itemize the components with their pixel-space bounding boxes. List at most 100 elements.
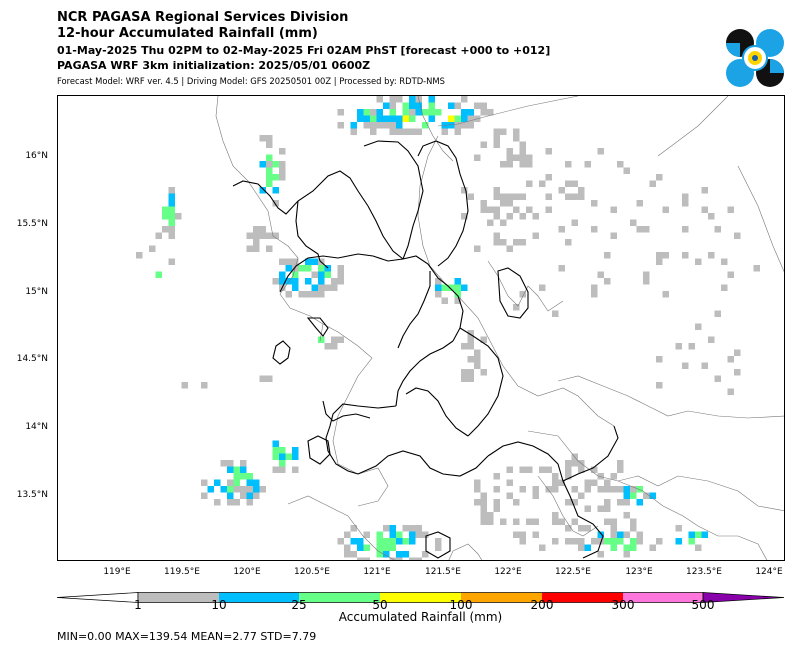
rain-cell	[565, 161, 572, 168]
rain-cell	[552, 538, 559, 545]
rain-cell	[448, 284, 455, 291]
rain-cell	[636, 538, 643, 545]
rain-cell	[162, 206, 169, 213]
rain-cell	[493, 128, 500, 135]
rain-cell	[584, 544, 591, 551]
rain-cell	[298, 291, 305, 298]
rain-cell	[591, 479, 598, 486]
rain-cell	[474, 479, 481, 486]
rain-cell	[727, 388, 734, 395]
rain-cell	[623, 167, 630, 174]
rain-cell	[467, 369, 474, 376]
rain-cell	[259, 232, 266, 239]
rain-cell	[454, 102, 461, 109]
lon-label: 123.5°E	[686, 567, 722, 577]
rain-cell	[636, 486, 643, 493]
rain-cell	[461, 343, 468, 350]
rain-cell	[389, 115, 396, 122]
rain-cell	[506, 200, 513, 207]
rain-cell	[220, 486, 227, 493]
rain-cell	[227, 492, 234, 499]
rain-cell	[253, 226, 260, 233]
rain-cell	[259, 161, 266, 168]
colorbar-segment	[380, 592, 461, 603]
rain-cell	[389, 96, 396, 103]
rain-cell	[389, 128, 396, 135]
rain-cell	[493, 232, 500, 239]
rain-cell	[519, 291, 526, 298]
rain-cell	[376, 531, 383, 538]
rain-cell	[630, 518, 637, 525]
region-boundary	[325, 403, 397, 475]
rain-cell	[552, 473, 559, 480]
rain-cell	[363, 544, 370, 551]
rain-cell	[578, 187, 585, 194]
rain-cell	[227, 466, 234, 473]
rain-cell	[565, 538, 572, 545]
rain-cell	[701, 206, 708, 213]
rain-cell	[422, 531, 429, 538]
rain-cell	[409, 109, 416, 116]
rain-cell	[253, 245, 260, 252]
region-boundaries	[232, 140, 619, 559]
rainfall-statistics: MIN=0.00 MAX=139.54 MEAN=2.77 STD=7.79	[57, 630, 317, 643]
rain-cell	[285, 291, 292, 298]
rain-cell	[636, 531, 643, 538]
rain-cell	[480, 492, 487, 499]
region-boundary	[459, 327, 504, 437]
rain-cell	[396, 531, 403, 538]
rain-cell	[214, 479, 221, 486]
rain-cell	[597, 551, 604, 558]
rain-cell	[610, 518, 617, 525]
rain-cell	[565, 180, 572, 187]
rain-cell	[155, 271, 162, 278]
model-info: Forecast Model: WRF ver. 4.5 | Driving M…	[57, 76, 445, 86]
rain-cell	[545, 174, 552, 181]
rain-cell	[350, 538, 357, 545]
rain-cell	[597, 486, 604, 493]
rain-cell	[441, 128, 448, 135]
rain-cell	[389, 122, 396, 129]
rain-cell	[493, 486, 500, 493]
rain-cell	[558, 479, 565, 486]
rain-cell	[227, 479, 234, 486]
rain-cell	[409, 531, 416, 538]
rain-cell	[610, 538, 617, 545]
rain-cell	[305, 278, 312, 285]
rain-cell	[487, 512, 494, 519]
rain-cell	[376, 122, 383, 129]
rain-cell	[168, 187, 175, 194]
rain-cell	[402, 551, 409, 558]
rain-cell	[675, 538, 682, 545]
rain-cell	[617, 460, 624, 467]
rain-cell	[539, 466, 546, 473]
rain-cell	[558, 187, 565, 194]
rain-cell	[610, 531, 617, 538]
rain-cell	[461, 187, 468, 194]
rain-cell	[571, 219, 578, 226]
rain-cell	[636, 499, 643, 506]
rain-cell	[545, 193, 552, 200]
rain-cell	[253, 232, 260, 239]
rain-cell	[370, 115, 377, 122]
rain-cell	[266, 141, 273, 148]
rain-cell	[168, 200, 175, 207]
rain-cell	[604, 278, 611, 285]
region-boundary	[367, 205, 404, 260]
region-boundary	[279, 253, 404, 293]
rain-cell	[454, 115, 461, 122]
rain-cell	[571, 180, 578, 187]
rain-cell	[214, 499, 221, 506]
rain-cell	[305, 291, 312, 298]
rain-cell	[506, 161, 513, 168]
lat-label: 14.5°N	[16, 354, 48, 364]
rain-cell	[318, 284, 325, 291]
rain-cell	[630, 219, 637, 226]
rain-cell	[253, 479, 260, 486]
rain-cell	[337, 271, 344, 278]
rain-cell	[344, 531, 351, 538]
rain-cell	[149, 245, 156, 252]
rain-cell	[493, 239, 500, 246]
rain-cell	[337, 122, 344, 129]
rain-cell	[506, 466, 513, 473]
